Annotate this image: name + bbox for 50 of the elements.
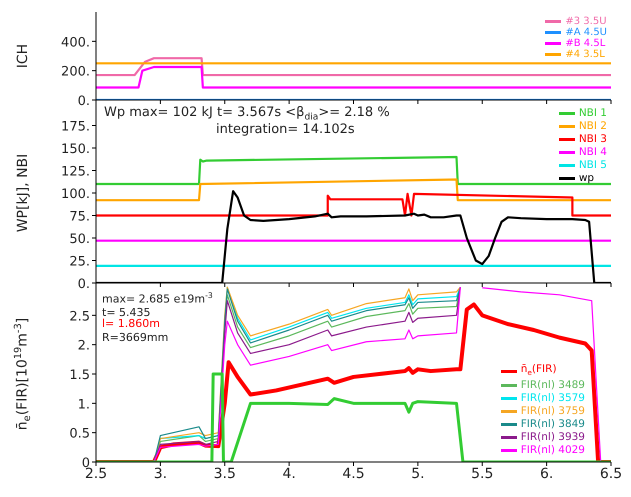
x-tick-label: 4. [282,466,296,482]
annotation: integration= 14.102s [216,122,355,137]
line-series [96,192,611,217]
legend-label: NBI 1 [578,107,607,119]
y-tick-label: 75. [69,210,90,224]
y-axis-title: WP[kJ], NBI [15,154,31,232]
x-tick-label: 3.5 [214,466,236,482]
y-tick-label: 50. [69,232,90,247]
legend-label: FIR(nl) 3579 [520,392,585,404]
y-tick-label: 1.5 [69,368,90,383]
legend-label: FIR(nl) 3489 [520,379,585,392]
legend-label: n̄$_{e}$(FIR) [520,363,557,378]
y-tick-label: 0.5 [69,426,90,442]
x-tick-label: 6.5 [600,466,622,482]
legend-label: #B 4.5L [565,38,606,49]
legend-label: NBI 4 [578,146,607,158]
legend-label: NBI 2 [578,120,607,132]
legend-label: wp [578,172,594,184]
legend-label: NBI 3 [578,133,607,145]
y-tick-label: 25. [69,254,90,270]
x-tick-label: 4.5 [342,466,365,482]
text: max= 2.685 e19m$^{-3}$ t= 5.435 [102,291,213,319]
y-tick-label: 2. [78,338,90,354]
legend-label: FIR(nl) 3939 [520,431,585,444]
legend-label: FIR(nl) 3759 [520,405,585,418]
legend-label: FIR(nl) 3849 [520,418,585,430]
x-tick-label: 6. [540,466,554,482]
legend-label: NBI 5 [578,159,607,171]
y-tick-label: 0. [78,277,90,292]
y-axis-title: ICH [15,44,31,68]
x-tick-label: 5.5 [471,466,494,482]
line-series [96,156,611,186]
y-tick-label: 2.5 [69,309,90,324]
y-tick-label: 200. [61,64,90,80]
annotation: l= 1.860m [102,317,160,330]
y-tick-label: 0. [78,94,90,109]
annotation: Wp max= 102 kJ t= 3.567s <β$_{dia}$>= 2.18 % [104,105,390,123]
legend-label: #4 3.5L [565,49,605,60]
x-tick-label: 5. [411,466,425,482]
y-tick-label: 150. [61,142,90,157]
y-tick-label: 125. [61,164,90,180]
x-tick-label: 3. [154,466,168,482]
legend-label: #A 4.5U [565,27,607,38]
legend-label: FIR(nl) 4029 [520,444,585,456]
y-tick-label: 1. [78,397,90,412]
y-tick-label: 100. [61,187,90,202]
legend-label: #3 3.5U [565,16,607,27]
y-tick-label: 175. [61,120,90,134]
y-tick-label: 400. [61,35,90,50]
annotation: R=3669mm [102,331,168,344]
